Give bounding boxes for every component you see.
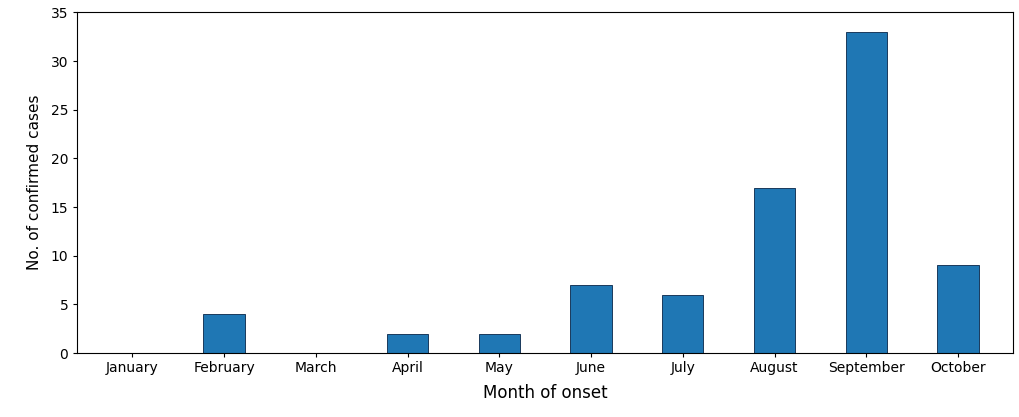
Bar [386,334,428,353]
Bar [661,295,703,353]
Bar [753,188,795,353]
Bar [936,266,977,353]
X-axis label: Month of onset: Month of onset [482,384,607,402]
Bar [845,32,887,353]
Y-axis label: No. of confirmed cases: No. of confirmed cases [28,95,43,271]
Bar [478,334,520,353]
Bar [203,314,245,353]
Bar [570,285,611,353]
